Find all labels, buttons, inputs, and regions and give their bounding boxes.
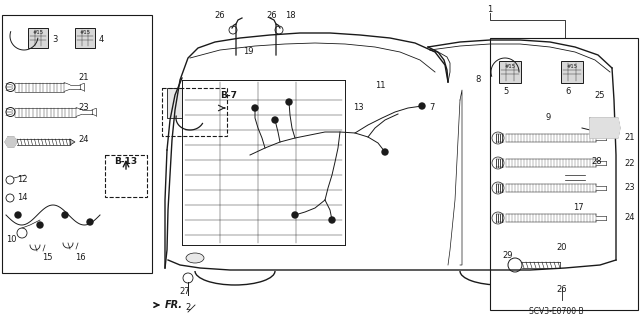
Polygon shape	[5, 137, 17, 147]
Text: 8: 8	[476, 76, 481, 85]
Text: 3: 3	[52, 35, 58, 44]
Text: 21: 21	[625, 133, 636, 143]
Polygon shape	[590, 118, 620, 138]
Text: 12: 12	[17, 175, 28, 184]
Circle shape	[252, 105, 258, 111]
Text: 18: 18	[285, 11, 295, 19]
Bar	[162, 88, 227, 136]
Bar	[167, 88, 182, 118]
Text: #15: #15	[33, 31, 44, 35]
Bar	[105, 155, 147, 197]
Bar	[490, 38, 638, 310]
Text: 2: 2	[186, 303, 191, 313]
Text: 11: 11	[375, 80, 385, 90]
Text: 13: 13	[353, 103, 364, 113]
Text: #15: #15	[79, 31, 91, 35]
Circle shape	[87, 219, 93, 225]
Bar	[28, 28, 48, 48]
Circle shape	[62, 212, 68, 218]
Circle shape	[329, 217, 335, 223]
Text: 24: 24	[78, 136, 88, 145]
Circle shape	[37, 222, 43, 228]
Text: 25: 25	[595, 91, 605, 100]
Text: 10: 10	[6, 235, 17, 244]
Text: #15: #15	[504, 64, 516, 70]
Text: 20: 20	[557, 243, 567, 253]
Circle shape	[382, 149, 388, 155]
Text: 16: 16	[75, 253, 86, 262]
Text: 7: 7	[429, 103, 435, 113]
Text: 21: 21	[78, 72, 88, 81]
Text: 6: 6	[565, 87, 571, 97]
Text: 15: 15	[42, 253, 52, 262]
Text: 1: 1	[488, 5, 493, 14]
Text: B-7: B-7	[220, 91, 237, 100]
Text: 23: 23	[78, 102, 88, 112]
Circle shape	[292, 212, 298, 218]
Text: 23: 23	[625, 183, 636, 192]
Text: 26: 26	[557, 286, 567, 294]
Circle shape	[286, 99, 292, 105]
Text: 24: 24	[625, 213, 636, 222]
Text: 28: 28	[592, 158, 602, 167]
Text: B-13: B-13	[115, 158, 138, 167]
Text: 17: 17	[573, 204, 583, 212]
Text: 14: 14	[17, 194, 28, 203]
Text: FR.: FR.	[165, 300, 183, 310]
Circle shape	[272, 117, 278, 123]
Text: 5: 5	[504, 87, 509, 97]
Polygon shape	[70, 139, 75, 145]
Ellipse shape	[186, 253, 204, 263]
Text: 22: 22	[625, 159, 636, 167]
Bar	[75, 28, 95, 48]
Text: 27: 27	[180, 287, 190, 296]
Text: #15: #15	[566, 64, 577, 70]
Text: 9: 9	[545, 114, 550, 122]
Text: 26: 26	[267, 11, 277, 19]
Bar	[561, 61, 583, 83]
Bar	[2, 15, 152, 273]
Circle shape	[419, 103, 425, 109]
Text: 4: 4	[99, 35, 104, 44]
Text: 26: 26	[214, 11, 225, 19]
Text: 29: 29	[502, 250, 513, 259]
Text: SCV3-E0700 B: SCV3-E0700 B	[529, 308, 583, 316]
Circle shape	[15, 212, 21, 218]
Bar	[499, 61, 521, 83]
Text: 19: 19	[243, 48, 253, 56]
